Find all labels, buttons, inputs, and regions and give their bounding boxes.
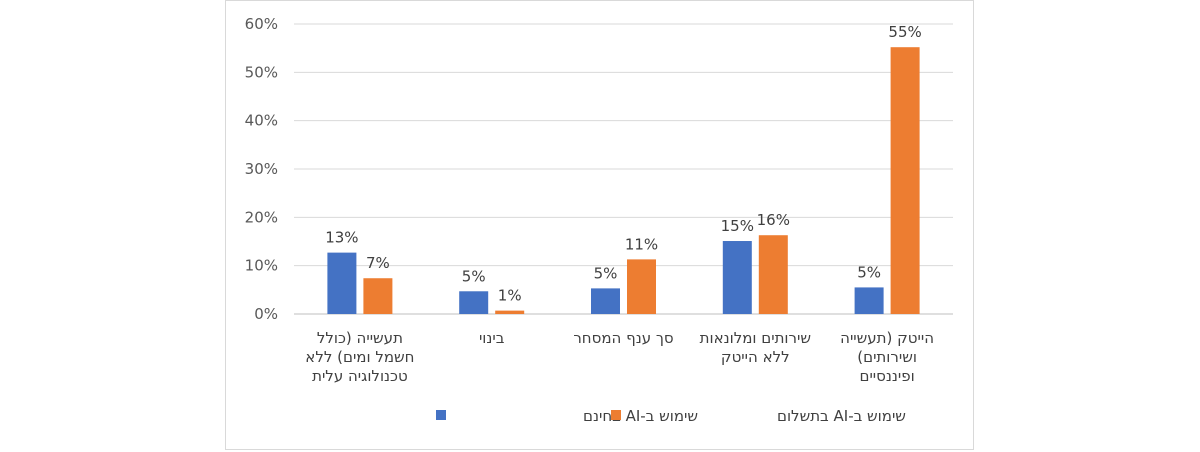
data-label: 13% — [325, 229, 358, 247]
category-label-line: סך ענף המסחר — [573, 329, 673, 347]
bar-paid — [363, 278, 393, 314]
y-tick-label: 60% — [245, 15, 278, 33]
category-label-line: תעשייה (כולל — [317, 329, 403, 347]
y-tick-label: 40% — [245, 112, 278, 130]
data-label: 7% — [366, 254, 390, 272]
legend: שימוש ב-AI בחינם שימוש ב-AI בתשלום — [436, 407, 906, 425]
x-axis-category-labels: תעשייה (כולל חשמל ומים) ללא טכנולוגיה עלית… — [305, 329, 934, 385]
y-tick-label: 50% — [245, 63, 278, 81]
category-label-line: שירותים ומלונאות — [700, 329, 811, 347]
bar-free — [327, 252, 357, 314]
category-label-line: הייטק (תעשייה — [840, 329, 934, 347]
data-label: 16% — [757, 211, 790, 229]
category-label: בינוי — [479, 329, 505, 347]
y-tick-label: 10% — [245, 257, 278, 275]
gridlines — [294, 23, 953, 315]
category-label: הייטק (תעשייה ושירותים) ופיננסיים — [840, 329, 934, 385]
data-label: 15% — [721, 217, 754, 235]
legend-swatch — [436, 410, 446, 420]
category-label-line: חשמל ומים) ללא — [305, 348, 414, 366]
legend-label: שימוש ב-AI בחינם — [583, 407, 698, 425]
data-label: 1% — [498, 287, 522, 305]
category-label-line: ושירותים) — [857, 348, 917, 366]
bar-free — [854, 287, 884, 314]
bar-free — [459, 291, 489, 314]
bar-free — [591, 288, 620, 314]
bar-paid — [890, 47, 920, 314]
bars — [327, 47, 920, 314]
data-label: 5% — [462, 267, 486, 285]
data-label: 55% — [888, 23, 921, 41]
category-label: תעשייה (כולל חשמל ומים) ללא טכנולוגיה עלית — [305, 329, 414, 385]
category-label-line: טכנולוגיה עלית — [312, 367, 408, 385]
category-label: שירותים ומלונאות ללא הייטק — [700, 329, 811, 366]
category-label-line: ופיננסיים — [859, 367, 914, 385]
category-label-line: ללא הייטק — [721, 348, 790, 366]
chart-frame: 0% 10% 20% 30% 40% 50% 60% 13% 5% 5% 15% 5% 7% 1% 11%… — [225, 0, 974, 450]
category-label: סך ענף המסחר — [573, 329, 673, 347]
bar-paid — [758, 235, 788, 314]
bar-free — [722, 241, 752, 314]
y-tick-label: 0% — [254, 305, 278, 323]
category-label-line: בינוי — [479, 329, 505, 347]
legend-swatch — [611, 410, 621, 420]
data-label: 11% — [625, 235, 658, 253]
y-tick-label: 30% — [245, 160, 278, 178]
y-axis-ticks: 0% 10% 20% 30% 40% 50% 60% — [245, 15, 278, 323]
bar-paid — [495, 310, 525, 314]
data-labels: 13% 5% 5% 15% 5% 7% 1% 11% 16% 55% — [325, 23, 922, 304]
legend-label: שימוש ב-AI בתשלום — [777, 407, 906, 425]
bar-chart: 0% 10% 20% 30% 40% 50% 60% 13% 5% 5% 15% 5% 7% 1% 11%… — [245, 15, 953, 425]
data-label: 5% — [594, 264, 618, 282]
y-tick-label: 20% — [245, 208, 278, 226]
data-label: 5% — [857, 263, 881, 281]
bar-paid — [627, 259, 656, 314]
